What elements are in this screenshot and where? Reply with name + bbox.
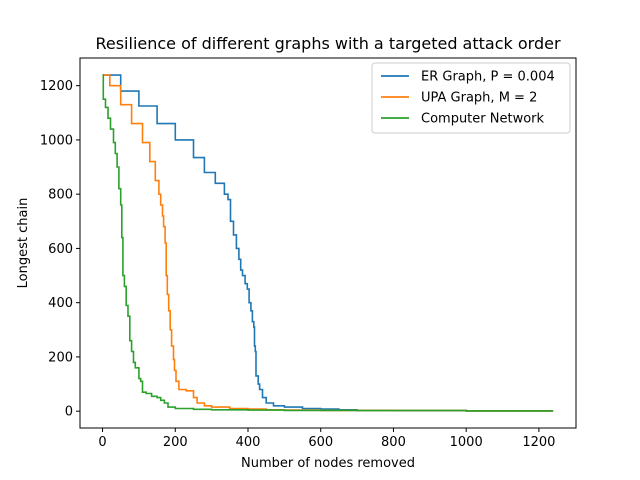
y-tick-label: 400	[48, 296, 73, 311]
x-tick-label: 400	[236, 435, 261, 450]
chart-title: Resilience of different graphs with a ta…	[95, 34, 560, 53]
legend-box	[371, 62, 571, 134]
axes-frame	[79, 57, 577, 429]
series-line-upa-graph-m-2	[102, 74, 554, 412]
x-tick-label: 0	[98, 435, 106, 450]
y-tick-label: 0	[65, 405, 73, 420]
x-tick-label: 800	[381, 435, 406, 450]
x-axis-label: Number of nodes removed	[241, 456, 415, 471]
x-tick-label: 1000	[450, 435, 483, 450]
legend-label-computer-network: Computer Network	[421, 112, 545, 127]
legend-label-er-graph: ER Graph, P = 0.004	[421, 70, 555, 85]
x-tick-label: 600	[308, 435, 333, 450]
series-line-er-graph-p-0-004	[102, 74, 554, 412]
y-tick-label: 800	[48, 188, 73, 203]
y-tick-label: 600	[48, 242, 73, 257]
y-tick-label: 200	[48, 350, 73, 365]
x-tick-label: 200	[163, 435, 188, 450]
y-tick-label: 1000	[40, 133, 73, 148]
y-ticks: 0 200 400 600 800 1000 1200	[40, 79, 80, 420]
legend-label-upa-graph: UPA Graph, M = 2	[421, 91, 537, 106]
series-layer	[102, 74, 554, 412]
legend: ER Graph, P = 0.004 UPA Graph, M = 2 Com…	[371, 62, 571, 134]
series-line-computer-network	[102, 74, 554, 412]
x-ticks: 0 200 400 600 800 1000 1200	[98, 428, 555, 450]
y-tick-label: 1200	[40, 79, 73, 94]
y-axis-label: Longest chain	[16, 198, 31, 289]
x-tick-label: 1200	[522, 435, 555, 450]
